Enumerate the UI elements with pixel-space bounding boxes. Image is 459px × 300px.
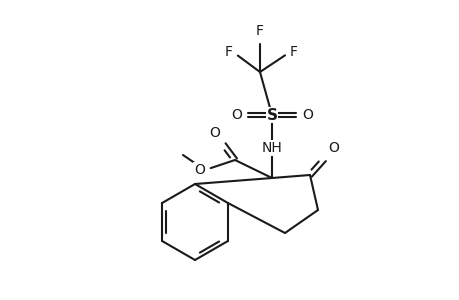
Text: S: S [266,107,277,122]
Text: O: O [327,141,338,155]
Text: F: F [289,45,297,59]
Text: O: O [194,163,205,177]
Text: NH: NH [261,141,282,155]
Text: O: O [230,108,241,122]
Text: O: O [302,108,312,122]
Text: F: F [256,24,263,38]
Text: F: F [224,45,233,59]
Text: O: O [209,126,219,140]
